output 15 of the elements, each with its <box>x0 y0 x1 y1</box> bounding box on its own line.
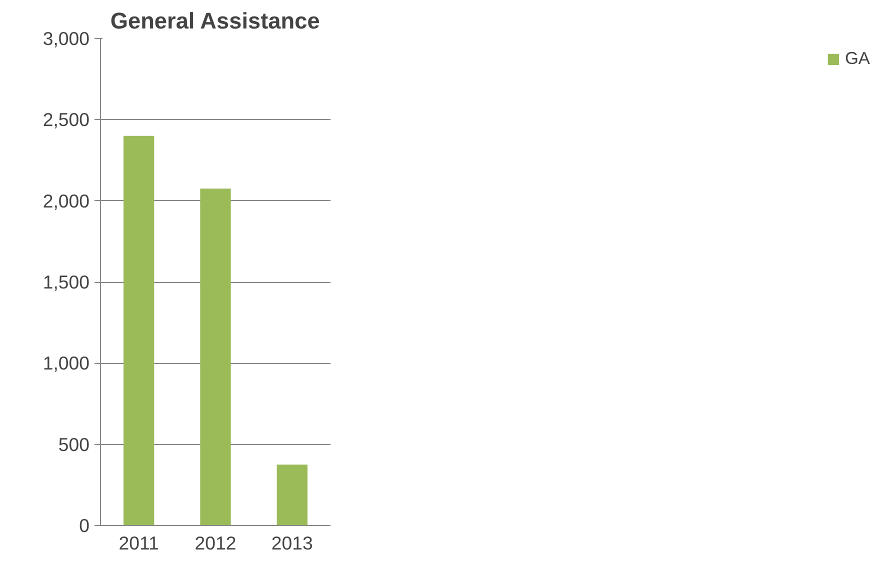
bar <box>124 136 154 526</box>
legend-label: GA <box>844 48 870 69</box>
y-tick-label: 2,000 <box>42 190 90 212</box>
bar <box>276 464 308 526</box>
y-tick-label: 1,500 <box>42 272 90 292</box>
y-tick-label: 2,500 <box>42 109 90 130</box>
chart-title: General Assistance <box>110 8 320 34</box>
x-tick-label: 2011 <box>118 532 159 554</box>
y-tick-label: 0 <box>79 515 90 536</box>
x-tick-label: 2012 <box>194 532 236 554</box>
y-tick-label: 1,000 <box>42 352 90 374</box>
y-tick-label: 500 <box>58 434 90 455</box>
x-tick-label: 2013 <box>271 532 313 554</box>
y-tick-label: 3,000 <box>42 28 90 49</box>
bar <box>200 188 231 526</box>
